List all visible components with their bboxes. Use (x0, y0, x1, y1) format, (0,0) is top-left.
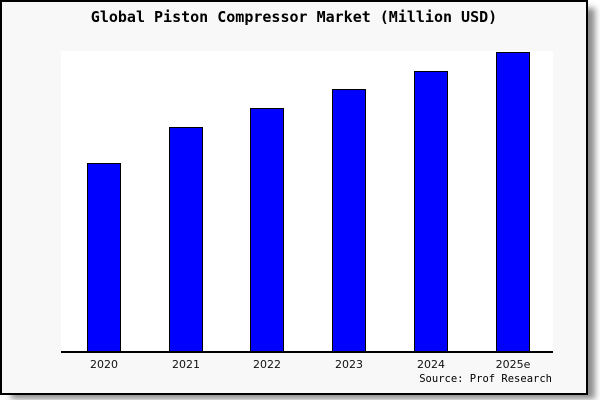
x-tick-2021: 2021 (172, 358, 200, 371)
bar-2021 (169, 127, 203, 351)
bar-2025e (496, 52, 530, 351)
source-note: Source: Prof Research (419, 373, 552, 385)
chart-frame: Global Piston Compressor Market (Million… (0, 0, 588, 395)
x-tick-2025e: 2025e (495, 358, 531, 371)
x-tick-2020: 2020 (90, 358, 118, 371)
plot-area (61, 51, 553, 353)
bar-2020 (87, 163, 121, 351)
chart-title: Global Piston Compressor Market (Million… (90, 8, 498, 26)
x-tick-2024: 2024 (417, 358, 445, 371)
x-tick-2023: 2023 (335, 358, 363, 371)
x-tick-2022: 2022 (253, 358, 281, 371)
bar-2024 (414, 71, 448, 351)
bar-2023 (332, 89, 366, 351)
bar-2022 (250, 108, 284, 351)
